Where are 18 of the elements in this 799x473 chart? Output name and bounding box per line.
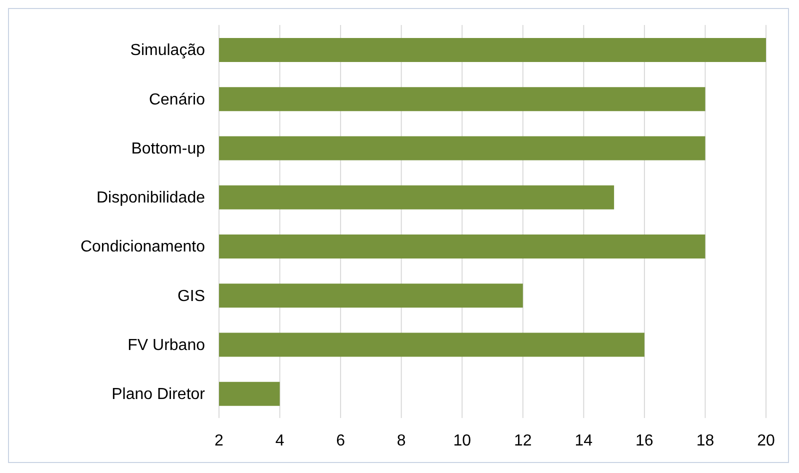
- y-tick-label: Cenário: [148, 91, 206, 108]
- y-tick-label: Disponibilidade: [96, 190, 206, 207]
- x-tick-label: 4: [275, 432, 284, 450]
- x-tick-label: 12: [514, 432, 532, 450]
- x-tick-label: 2: [214, 432, 224, 450]
- x-tick-label: 16: [636, 432, 654, 450]
- x-tick-label: 6: [336, 432, 346, 450]
- x-tick-label: 10: [453, 432, 472, 450]
- x-tick-label: 14: [574, 432, 593, 450]
- y-tick-label: GIS: [177, 288, 205, 305]
- y-tick-label: Condicionamento: [80, 238, 206, 256]
- x-tick-label: 20: [757, 432, 775, 450]
- y-tick-label: Simulação: [130, 42, 206, 60]
- x-tick-label: 8: [396, 432, 406, 450]
- y-tick-label: FV Urbano: [128, 336, 206, 354]
- x-tick-label: 18: [696, 432, 714, 450]
- y-tick-label: Plano Diretor: [112, 386, 206, 404]
- y-tick-label: Bottom-up: [131, 140, 206, 158]
